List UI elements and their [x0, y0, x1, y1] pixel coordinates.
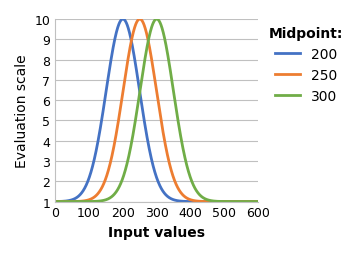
- 300: [63, 200, 68, 203]
- 250: [63, 200, 68, 203]
- Line: 300: 300: [55, 20, 258, 202]
- 200: [147, 145, 151, 148]
- 250: [138, 18, 142, 21]
- 200: [53, 200, 58, 203]
- 250: [147, 42, 151, 45]
- 300: [250, 200, 255, 203]
- 250: [250, 200, 255, 203]
- 300: [213, 200, 217, 203]
- 200: [250, 200, 255, 203]
- Line: 200: 200: [55, 20, 258, 202]
- 250: [256, 200, 260, 203]
- 250: [213, 200, 217, 203]
- 300: [250, 200, 255, 203]
- X-axis label: Input values: Input values: [108, 225, 205, 239]
- 300: [152, 21, 156, 24]
- 250: [152, 73, 156, 76]
- 300: [147, 39, 151, 42]
- 200: [256, 200, 260, 203]
- 250: [53, 200, 58, 203]
- 300: [53, 200, 58, 203]
- 300: [256, 200, 260, 203]
- 250: [250, 200, 255, 203]
- Y-axis label: Evaluation scale: Evaluation scale: [15, 54, 29, 167]
- 200: [121, 18, 125, 21]
- 300: [154, 18, 159, 21]
- 200: [152, 168, 156, 171]
- 200: [250, 200, 255, 203]
- 200: [63, 200, 68, 203]
- 200: [213, 200, 217, 203]
- Line: 250: 250: [55, 20, 258, 202]
- Legend: 200, 250, 300: 200, 250, 300: [269, 27, 343, 103]
